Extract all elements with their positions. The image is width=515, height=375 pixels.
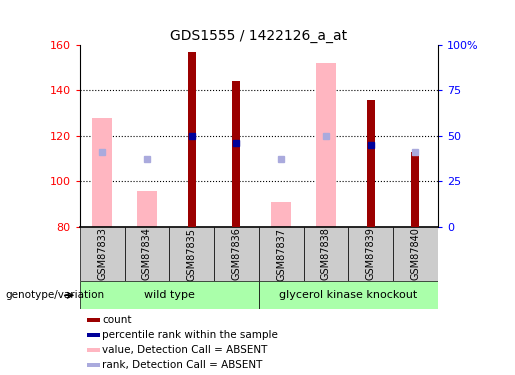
Bar [87, 363, 100, 367]
Bar [92, 118, 112, 227]
Text: genotype/variation: genotype/variation [5, 290, 104, 300]
Text: GSM87835: GSM87835 [186, 228, 197, 280]
Bar [271, 202, 291, 227]
Bar [125, 227, 169, 281]
Bar [137, 190, 157, 227]
Bar [87, 333, 100, 337]
Text: percentile rank within the sample: percentile rank within the sample [102, 330, 278, 340]
Bar [214, 227, 259, 281]
Text: wild type: wild type [144, 290, 195, 300]
Bar [411, 152, 419, 227]
Text: value, Detection Call = ABSENT: value, Detection Call = ABSENT [102, 345, 267, 355]
Bar [87, 318, 100, 322]
Title: GDS1555 / 1422126_a_at: GDS1555 / 1422126_a_at [170, 28, 347, 43]
Bar [259, 227, 303, 281]
Bar [303, 227, 348, 281]
Text: GSM87833: GSM87833 [97, 228, 107, 280]
Text: GSM87837: GSM87837 [276, 228, 286, 280]
Bar [348, 227, 393, 281]
Text: GSM87834: GSM87834 [142, 228, 152, 280]
Bar [393, 227, 438, 281]
Bar [316, 63, 336, 227]
Bar [187, 52, 196, 227]
Bar [169, 227, 214, 281]
Bar [367, 100, 375, 227]
Bar [232, 81, 241, 227]
Bar [87, 348, 100, 352]
Text: glycerol kinase knockout: glycerol kinase knockout [279, 290, 417, 300]
Text: GSM87840: GSM87840 [410, 228, 420, 280]
Bar [80, 227, 125, 281]
Bar [80, 281, 259, 309]
Text: GSM87836: GSM87836 [231, 228, 242, 280]
Text: rank, Detection Call = ABSENT: rank, Detection Call = ABSENT [102, 360, 262, 370]
Text: GSM87838: GSM87838 [321, 228, 331, 280]
Text: count: count [102, 315, 131, 325]
Text: GSM87839: GSM87839 [366, 228, 375, 280]
Bar [259, 281, 438, 309]
